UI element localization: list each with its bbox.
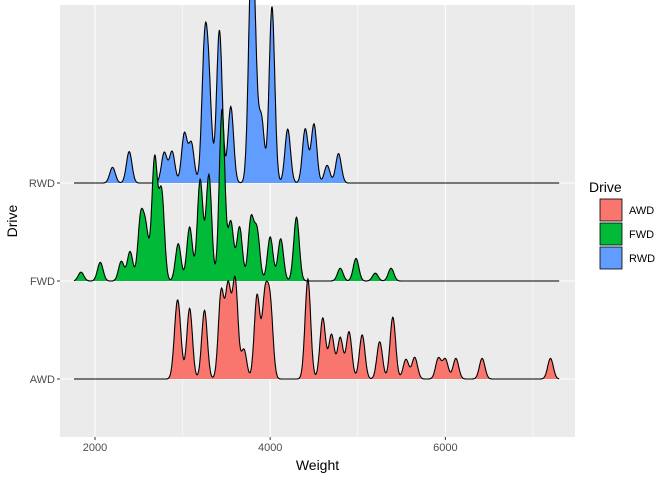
- ridges: [73, 0, 560, 380]
- y-tick-label: RWD: [29, 178, 55, 190]
- x-tick-label: 2000: [83, 442, 107, 454]
- ridge-fwd-outline: [73, 108, 560, 282]
- legend-swatch-fwd: [599, 222, 623, 246]
- y-tick-label: AWD: [30, 374, 55, 386]
- ridge-awd-outline: [74, 275, 560, 380]
- y-axis-title: Drive: [4, 204, 20, 237]
- legend: Drive AWD FWD RWD: [589, 179, 655, 270]
- x-axis-title: Weight: [296, 457, 339, 473]
- x-tick-label: 4000: [258, 442, 282, 454]
- ridge-fwd-area: [74, 109, 560, 281]
- legend-swatch-rwd: [599, 246, 623, 270]
- legend-label-fwd: FWD: [629, 229, 654, 241]
- y-axis: AWD FWD RWD: [29, 178, 60, 386]
- x-tick-label: 6000: [433, 442, 457, 454]
- legend-swatch-awd: [599, 198, 623, 222]
- legend-label-rwd: RWD: [629, 253, 655, 265]
- legend-title: Drive: [589, 179, 622, 195]
- legend-label-awd: AWD: [629, 205, 654, 217]
- y-tick-label: FWD: [30, 276, 55, 288]
- x-axis: 2000 4000 6000: [83, 437, 458, 454]
